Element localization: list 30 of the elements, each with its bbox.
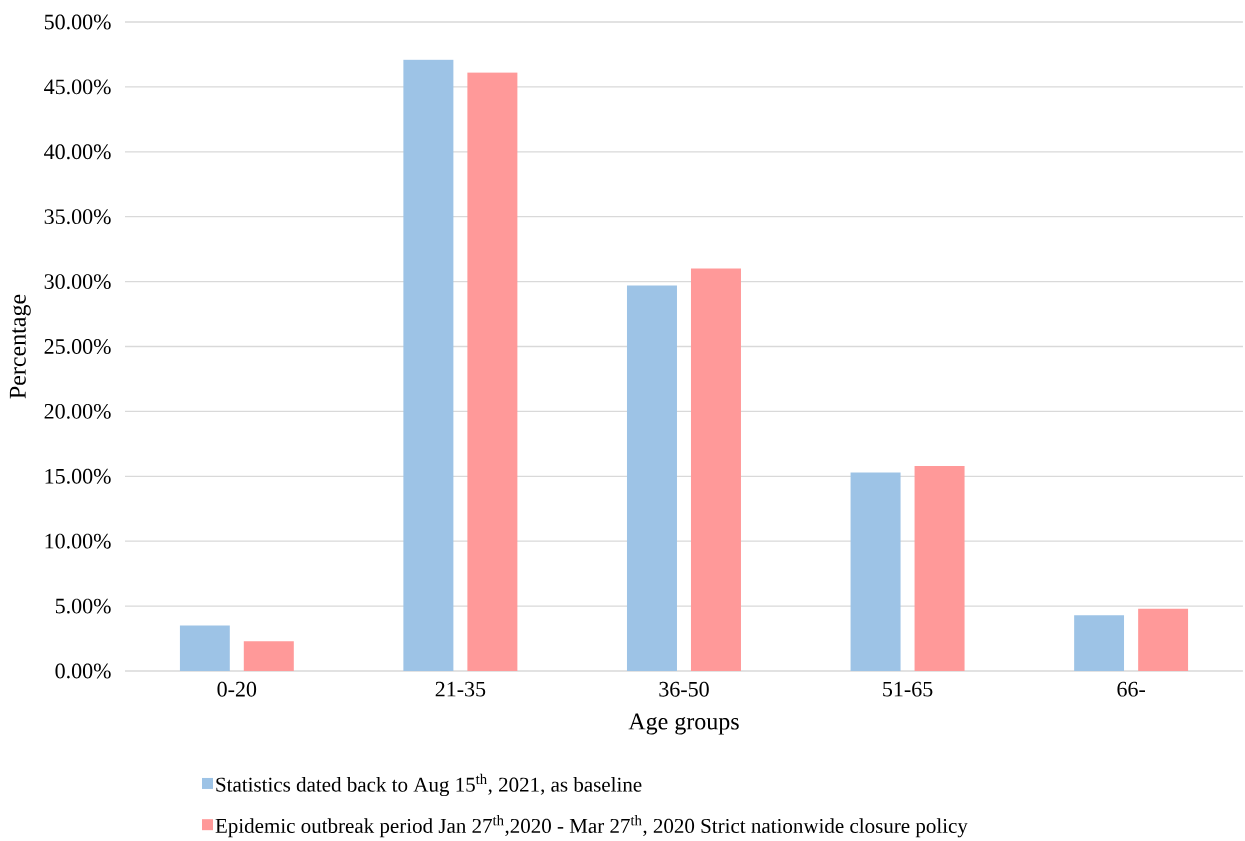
- y-tick-label: 5.00%: [55, 598, 111, 614]
- x-tick-label: 21-35: [435, 681, 486, 697]
- x-axis-title: Age groups: [628, 713, 739, 735]
- x-tick-label: 51-65: [883, 681, 933, 697]
- bar: [1074, 615, 1125, 671]
- y-axis-title: Percentage: [9, 294, 31, 399]
- y-tick-label: 35.00%: [44, 209, 111, 225]
- y-tick-label: 30.00%: [44, 274, 111, 290]
- bar: [179, 625, 230, 671]
- x-tick-label: 36-50: [659, 681, 709, 697]
- x-tick-label: 0-20: [217, 681, 257, 697]
- y-tick-label: 50.00%: [44, 14, 111, 30]
- bar: [1138, 608, 1189, 671]
- bar: [467, 72, 518, 671]
- bar: [243, 641, 294, 671]
- y-tick-label: 45.00%: [44, 79, 111, 95]
- y-tick-label: 15.00%: [45, 468, 111, 484]
- bar: [914, 465, 965, 671]
- y-tick-label: 40.00%: [44, 144, 111, 160]
- y-tick-label: 25.00%: [44, 339, 111, 354]
- legend-label: Statistics dated back to Aug 15$^{th}$, 2021, as baseline: [216, 773, 642, 797]
- x-tick-label: 66-: [1117, 681, 1146, 697]
- bar: [690, 268, 741, 671]
- y-tick-label: 10.00%: [45, 533, 111, 549]
- bar: [626, 285, 677, 671]
- y-tick-label: 20.00%: [44, 403, 111, 419]
- bar: [403, 59, 454, 671]
- legend-label: Epidemic outbreak period Jan 27$^{th}$,2020 - Mar 27$^{th}$, 2020 Strict nationwide closure policy: [215, 815, 968, 838]
- bar: [850, 472, 901, 671]
- y-tick-label: 0.00%: [55, 663, 111, 679]
